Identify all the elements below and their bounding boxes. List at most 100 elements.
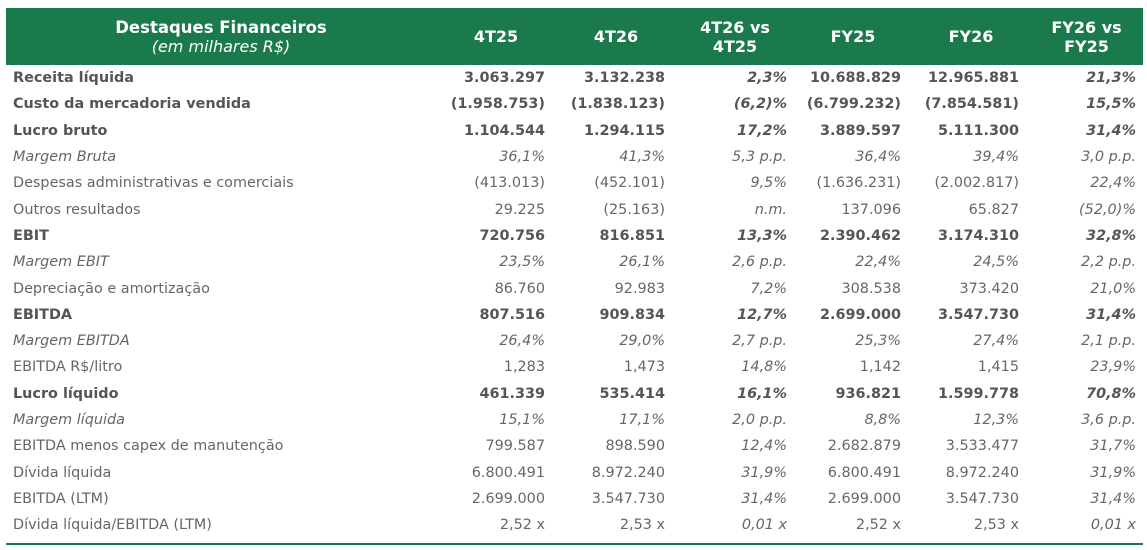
column-header: 4T25 (473, 27, 519, 46)
row-value: (52,0)% (1079, 201, 1136, 218)
row-label: Despesas administrativas e comerciais (13, 175, 294, 192)
row-value: 15,5% (1086, 96, 1136, 113)
bottom-divider (6, 543, 1143, 545)
column-header: FY25 (830, 27, 876, 46)
column-header-line: FY25 (1064, 36, 1109, 56)
row-value: 31,4% (1086, 306, 1136, 323)
row-value: 807.516 (479, 306, 545, 323)
row-value: 3.547.730 (945, 490, 1019, 507)
row-value: (1.958.753) (450, 96, 545, 113)
row-label: Custo da mercadoria vendida (13, 96, 251, 113)
row-value: 2.682.879 (827, 438, 901, 455)
row-value: 12,3% (973, 412, 1019, 428)
financial-highlights-table: Destaques Financeiros (em milhares R$) 4… (6, 8, 1143, 538)
row-value: 21,0% (1090, 280, 1136, 297)
row-value: 2,53 x (973, 517, 1019, 534)
table-row: EBIT 720.756 816.851 13,3% 2.390.462 3.174.31… (6, 223, 1143, 249)
row-value: 3,0 p.p. (1081, 149, 1136, 166)
row-value: 6.800.491 (471, 464, 545, 481)
row-value: 5,3 p.p. (732, 149, 787, 166)
table-title-cell: Destaques Financeiros (em milhares R$) (6, 8, 436, 65)
row-value: 41,3% (619, 149, 665, 166)
row-value: 3.132.238 (583, 70, 665, 87)
row-value: 5.111.300 (937, 122, 1019, 139)
row-value: 3.547.730 (937, 306, 1019, 323)
row-value: 3.063.297 (463, 70, 545, 87)
table-title: Destaques Financeiros (115, 17, 327, 37)
table-row: Margem EBITDA 26,4% 29,0% 2,7 p.p. 25,3% 27,4… (6, 328, 1143, 354)
row-label: EBITDA (13, 306, 73, 323)
row-value: 2,6 p.p. (732, 254, 787, 271)
row-value: (25.163) (603, 201, 665, 218)
column-header: FY26 vs FY25 (1030, 8, 1143, 65)
row-value: 65.827 (968, 201, 1019, 218)
row-value: 535.414 (599, 385, 665, 402)
row-value: 1,415 (977, 359, 1019, 376)
row-value: 2.699.000 (819, 306, 901, 323)
row-value: 8.972.240 (945, 464, 1019, 481)
row-value: 461.339 (479, 385, 545, 402)
table-row: EBITDA 807.516 909.834 12,7% 2.699.000 3.547.… (6, 302, 1143, 328)
row-label: Lucro líquido (13, 385, 119, 402)
row-label: EBITDA menos capex de manutenção (13, 438, 284, 455)
row-value: 36,1% (499, 149, 545, 166)
row-value: 2,3% (747, 70, 787, 87)
row-label: Dívida líquida (13, 464, 112, 481)
table-subtitle: (em milhares R$) (151, 36, 291, 56)
row-value: 7,2% (750, 280, 787, 297)
row-label: Margem EBITDA (13, 333, 130, 350)
row-value: (452.101) (594, 175, 665, 192)
table-header-row: Destaques Financeiros (em milhares R$) 4… (6, 8, 1143, 65)
row-value: 12.965.881 (927, 70, 1019, 87)
column-header-line: 4T25 (712, 36, 758, 56)
row-label: Receita líquida (13, 70, 135, 87)
row-value: 2,0 p.p. (732, 412, 787, 428)
row-value: 0,01 x (1090, 517, 1136, 534)
row-value: 17,2% (737, 122, 787, 139)
row-value: 2.699.000 (471, 490, 545, 507)
row-value: 86.760 (494, 280, 545, 297)
row-value: 1,283 (503, 359, 545, 376)
row-value: 26,4% (499, 333, 545, 350)
row-value: (6,2)% (733, 96, 787, 113)
row-label: EBITDA R$/litro (13, 359, 123, 376)
row-value: 1.104.544 (463, 122, 545, 139)
table-row: Margem líquida 15,1% 17,1% 2,0 p.p. 8,8% 12,3… (6, 407, 1143, 433)
row-value: 10.688.829 (809, 70, 901, 87)
row-value: 21,3% (1086, 70, 1136, 87)
row-value: (2.002.817) (934, 175, 1019, 192)
table-row: EBITDA menos capex de manutenção 799.587 8… (6, 433, 1143, 459)
row-value: 2,52 x (855, 517, 901, 534)
row-label: Dívida líquida/EBITDA (LTM) (13, 517, 212, 534)
row-label: EBITDA (LTM) (13, 490, 109, 507)
row-value: 29,0% (619, 333, 665, 350)
row-value: 1,473 (623, 359, 665, 376)
row-value: 31,7% (1090, 438, 1136, 455)
row-value: 22,4% (1090, 175, 1136, 192)
row-label: Margem líquida (13, 412, 125, 428)
row-value: 1.599.778 (937, 385, 1019, 402)
column-header-line: 4T26 vs 4T25 (682, 18, 788, 56)
row-value: 12,4% (741, 438, 787, 455)
row-value: 13,3% (737, 227, 787, 244)
row-value: 1.294.115 (583, 122, 665, 139)
column-header-line: FY26 vs (1051, 17, 1122, 37)
row-value: 17,1% (619, 412, 665, 428)
table-row: Margem EBIT 23,5% 26,1% 2,6 p.p. 22,4% 24,5% 2… (6, 249, 1143, 275)
row-value: 23,9% (1090, 359, 1136, 376)
row-value: 2.699.000 (827, 490, 901, 507)
row-label: Margem Bruta (13, 149, 117, 166)
row-value: 2,1 p.p. (1081, 333, 1136, 350)
row-value: 137.096 (841, 201, 901, 218)
column-header: 4T26 vs 4T25 (676, 8, 794, 65)
column-header-line: 4T26 vs (700, 17, 770, 37)
row-value: 31,4% (741, 490, 787, 507)
table-body: Receita líquida 3.063.297 3.132.238 2,3% 10.… (6, 65, 1143, 538)
row-value: 27,4% (973, 333, 1019, 350)
row-value: 3.174.310 (937, 227, 1019, 244)
row-value: 0,01 x (741, 517, 787, 534)
row-value: 3.533.477 (945, 438, 1019, 455)
row-value: 31,9% (1090, 464, 1136, 481)
row-label: Margem EBIT (13, 254, 109, 271)
row-value: 39,4% (973, 149, 1019, 166)
